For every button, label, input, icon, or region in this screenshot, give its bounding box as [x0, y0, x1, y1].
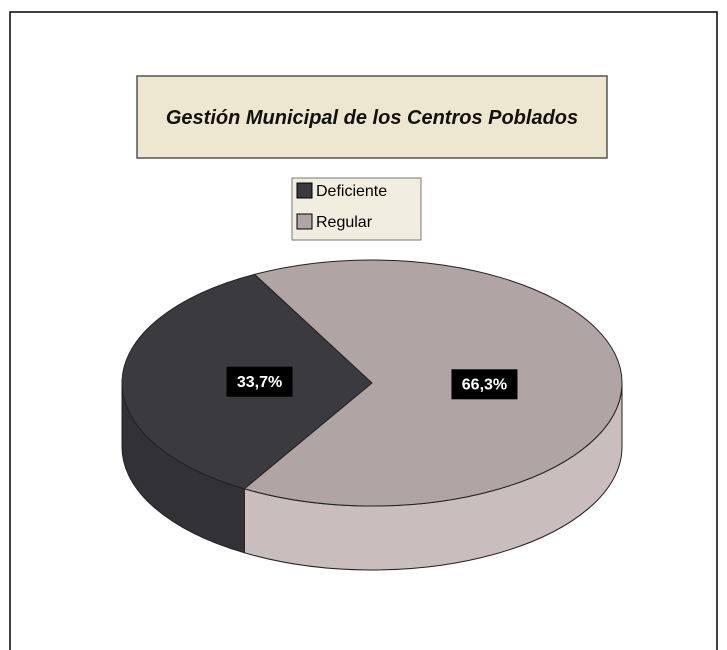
legend-swatch — [296, 182, 313, 199]
legend-swatch — [296, 213, 313, 230]
title-area: Gestión Municipal de los Centros Poblado… — [138, 78, 606, 158]
legend-label: Deficiente — [316, 183, 387, 200]
title-box — [136, 75, 608, 159]
frame — [9, 11, 718, 650]
data-label-bg — [226, 366, 293, 397]
chart-title: Gestión Municipal de los Centros Poblado… — [165, 107, 579, 129]
legend-label: Regular — [316, 214, 373, 231]
data-label-bg — [451, 369, 518, 400]
legend-box — [291, 177, 422, 241]
data-label: 33,7% — [237, 374, 282, 391]
data-label: 66,3% — [462, 377, 507, 394]
slice — [243, 259, 623, 507]
